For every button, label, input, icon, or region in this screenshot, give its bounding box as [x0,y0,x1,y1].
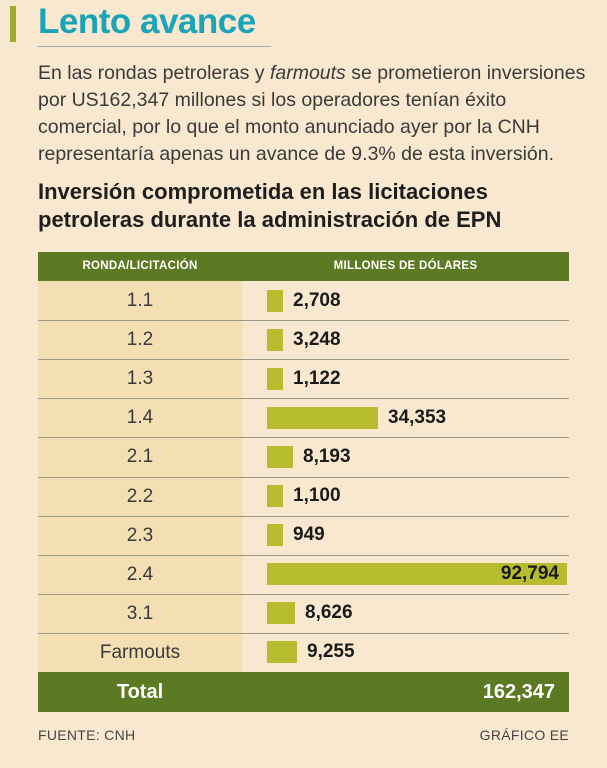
heading-accent-bar [10,6,16,42]
category-label: 2.3 [126,525,154,546]
row-divider [38,437,569,438]
bar-value-label: 8,193 [303,446,351,467]
graphic-credit: GRÁFICO EE [479,727,569,743]
chart-title: Inversión comprometida en las licitacion… [38,179,502,232]
column-header-round: RONDA/LICITACIÓN [82,260,198,272]
bar [267,563,567,585]
row-divider [38,516,569,517]
intro-emphasis: farmouts [269,62,346,84]
bar-value-label: 2,708 [293,290,341,311]
row-divider [38,477,569,478]
table-header: RONDA/LICITACIÓN MILLONES DE DÓLARES [38,252,569,281]
bar [267,485,283,507]
row-divider [38,633,569,634]
row-divider [38,398,569,399]
intro-text-2: se prometieron inversiones por US162,347… [38,62,586,165]
category-label: 2.2 [126,486,154,507]
row-divider [38,594,569,595]
bar-value-label: 3,248 [293,329,341,350]
row-divider [38,555,569,556]
column-header-amount: MILLONES DE DÓLARES [333,260,478,272]
category-label: Farmouts [99,642,181,663]
bar-value-label: 92,794 [500,563,559,584]
bar [267,524,283,546]
category-label: 2.1 [126,446,154,467]
intro-text-1: En las rondas petroleras y [38,62,270,84]
bar-value-label: 8,626 [305,602,353,623]
bar-value-label: 34,353 [388,407,447,428]
total-label: Total [116,681,164,703]
bar [267,641,297,663]
total-value: 162,347 [482,681,555,703]
category-label: 1.2 [126,329,154,350]
bar-value-label: 1,100 [293,485,341,506]
bar [267,446,293,468]
bar [267,329,283,351]
bar-value-label: 949 [293,524,325,545]
source-note: FUENTE: CNH [38,727,136,743]
row-divider [38,359,569,360]
bar [267,602,295,624]
title-underline [38,46,271,47]
category-label: 1.3 [126,368,154,389]
category-label: 2.4 [126,564,154,585]
bar-value-label: 1,122 [293,368,341,389]
category-label: 1.4 [126,407,154,428]
bar [267,290,283,312]
page-title: Lento avance [38,2,256,41]
row-divider [38,320,569,321]
category-label: 1.1 [126,290,154,311]
intro-paragraph: En las rondas petroleras y farmouts se p… [38,60,598,168]
bar [267,368,283,390]
category-label: 3.1 [126,603,154,624]
bar [267,407,378,429]
category-column-background [38,281,242,672]
bar-value-label: 9,255 [307,641,355,662]
total-row: Total 162,347 [38,672,569,712]
